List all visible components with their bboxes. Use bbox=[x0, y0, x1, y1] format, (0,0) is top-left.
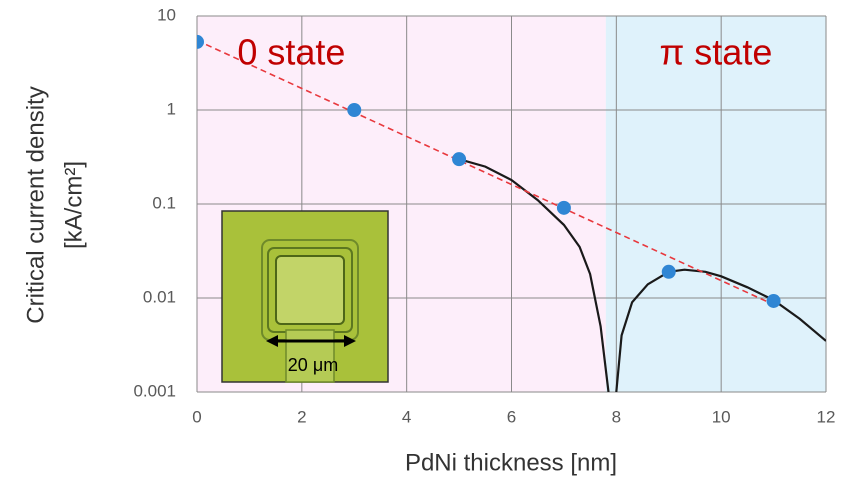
y-tick-label: 10 bbox=[157, 5, 176, 24]
scale-bar-label: 20 μm bbox=[288, 355, 338, 375]
data-point bbox=[556, 200, 571, 215]
fit-line bbox=[197, 39, 774, 306]
data-point bbox=[766, 293, 781, 308]
y-tick-label: 0.01 bbox=[143, 287, 176, 306]
y-tick-label: 0.001 bbox=[133, 381, 176, 400]
data-point bbox=[347, 103, 362, 117]
y-tick-label: 1 bbox=[167, 99, 176, 118]
x-tick-label: 12 bbox=[817, 407, 836, 426]
y-axis-title: [kA/cm²] bbox=[60, 161, 87, 249]
x-tick-label: 6 bbox=[507, 407, 516, 426]
x-tick-label: 4 bbox=[402, 407, 411, 426]
region-label: 0 state bbox=[237, 32, 345, 73]
x-tick-label: 2 bbox=[297, 407, 306, 426]
inset-image: 20 μm bbox=[221, 210, 389, 383]
model-curve bbox=[458, 158, 610, 392]
y-tick-label: 0.1 bbox=[152, 193, 176, 212]
x-tick-label: 0 bbox=[192, 407, 201, 426]
data-point bbox=[452, 152, 467, 167]
x-tick-label: 10 bbox=[712, 407, 731, 426]
x-tick-label: 8 bbox=[612, 407, 621, 426]
x-axis-title: PdNi thickness [nm] bbox=[405, 449, 617, 476]
data-point bbox=[661, 264, 676, 279]
data-point bbox=[197, 34, 204, 49]
region-label: π state bbox=[659, 32, 772, 73]
y-axis-title: Critical current density bbox=[22, 86, 49, 323]
